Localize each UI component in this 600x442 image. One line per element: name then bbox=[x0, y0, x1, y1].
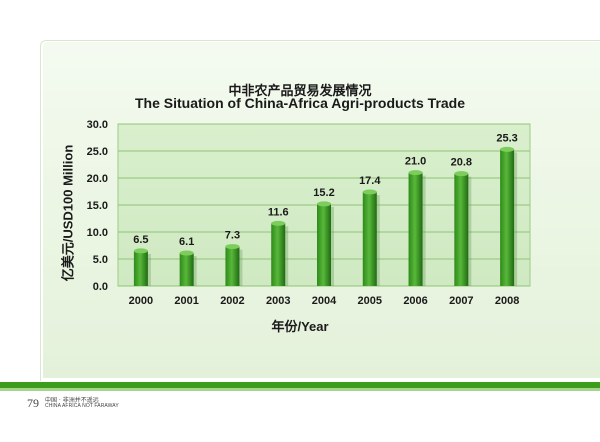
x-tick-label: 2001 bbox=[174, 295, 198, 307]
bar-cap bbox=[317, 201, 331, 207]
x-tick-label: 2005 bbox=[358, 295, 382, 307]
data-label: 15.2 bbox=[313, 187, 334, 199]
footer-text: CHINA AFRICA NOT FARAWAY bbox=[45, 403, 119, 409]
bar bbox=[408, 172, 423, 286]
data-label: 6.1 bbox=[179, 236, 194, 248]
data-label: 7.3 bbox=[225, 230, 240, 242]
x-tick-label: 2007 bbox=[449, 295, 473, 307]
bar bbox=[362, 192, 377, 286]
y-tick-label: 20.0 bbox=[87, 173, 108, 185]
chart-title: The Situation of China-Africa Agri-produ… bbox=[134, 95, 466, 111]
y-tick-label: 10.0 bbox=[87, 227, 108, 239]
bar-cap bbox=[271, 220, 286, 226]
bar bbox=[317, 203, 331, 286]
footer-bar-accent bbox=[0, 388, 600, 391]
data-label: 25.3 bbox=[496, 132, 517, 144]
chart-title-chinese: 中非农产品贸易发展情况 bbox=[228, 84, 372, 99]
y-tick-label: 0.0 bbox=[93, 281, 108, 293]
bar-cap bbox=[362, 189, 377, 195]
x-tick-label: 2004 bbox=[312, 295, 337, 307]
y-tick-label: 25.0 bbox=[87, 146, 108, 158]
bar bbox=[454, 173, 469, 286]
bar-cap bbox=[500, 146, 515, 152]
footer-text-chinese: 中国 · 非洲并不遥远 bbox=[45, 397, 99, 404]
footer-bar bbox=[0, 382, 600, 388]
bar-cap bbox=[408, 170, 423, 176]
y-tick-label: 5.0 bbox=[93, 254, 108, 266]
x-axis-title: 年份/Year bbox=[271, 319, 329, 334]
bar bbox=[133, 250, 148, 286]
page-number: 79 bbox=[27, 396, 39, 410]
data-label: 11.6 bbox=[268, 206, 289, 218]
data-label: 17.4 bbox=[359, 175, 381, 187]
x-tick-label: 2000 bbox=[129, 295, 153, 307]
y-tick-label: 30.0 bbox=[87, 119, 108, 131]
x-tick-label: 2002 bbox=[220, 295, 244, 307]
bar-cap bbox=[133, 248, 148, 254]
y-tick-label: 15.0 bbox=[87, 200, 108, 212]
bar-cap bbox=[225, 244, 240, 250]
bar bbox=[179, 253, 194, 286]
x-tick-label: 2008 bbox=[495, 295, 519, 307]
bar bbox=[500, 149, 515, 286]
bar bbox=[271, 223, 286, 286]
y-axis-title: 亿美元/USD100 Million bbox=[60, 144, 76, 282]
x-tick-label: 2006 bbox=[403, 295, 427, 307]
x-tick-label: 2003 bbox=[266, 295, 290, 307]
data-label: 20.8 bbox=[451, 157, 472, 169]
bar-cap bbox=[179, 250, 194, 256]
bar bbox=[225, 246, 240, 286]
data-label: 21.0 bbox=[405, 156, 426, 168]
bar-cap bbox=[454, 171, 469, 177]
data-label: 6.5 bbox=[133, 234, 148, 246]
